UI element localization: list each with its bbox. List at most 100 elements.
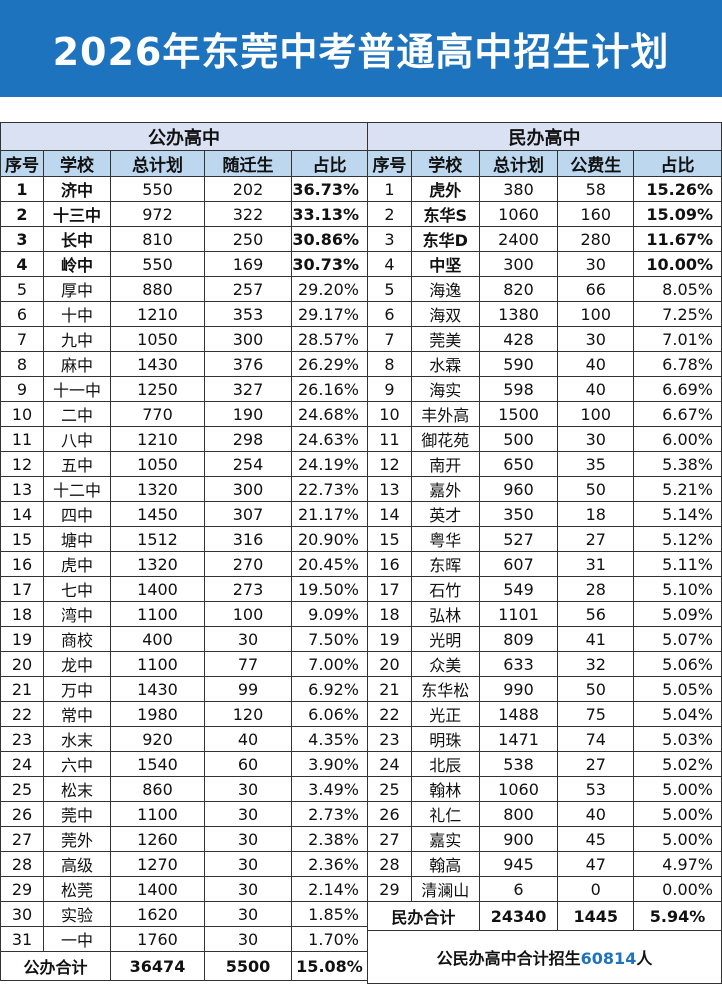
ratio: 7.25%: [633, 301, 722, 327]
quota-count: 322: [204, 201, 292, 227]
table-row: 30 实验 1620 30 1.85%: [0, 901, 368, 927]
total-plan: 1540: [110, 751, 205, 777]
grand-total-summary: 公民办高中合计招生60814人: [367, 930, 722, 984]
school-name: 松末: [43, 776, 111, 802]
school-name: 岭中: [43, 251, 111, 277]
row-index: 19: [0, 626, 44, 652]
school-name: 翰林: [410, 776, 480, 802]
row-index: 29: [367, 876, 412, 902]
row-index: 26: [367, 801, 412, 827]
table-row: 16 虎中 1320 270 20.45%: [0, 551, 368, 577]
quota-count: 30: [204, 851, 292, 877]
col-header-school: 学校: [43, 150, 111, 177]
ratio: 22.73%: [291, 476, 368, 502]
table-row: 4 岭中 550 169 30.73%: [0, 251, 368, 277]
row-index: 27: [367, 826, 412, 852]
private-total-label: 民办合计: [367, 901, 480, 931]
ratio: 4.35%: [291, 726, 368, 752]
quota-count: 30: [557, 251, 635, 277]
ratio: 5.06%: [633, 651, 722, 677]
public-total-migrant: 5500: [204, 951, 292, 981]
quota-count: 30: [204, 926, 292, 952]
table-row: 7 九中 1050 300 28.57%: [0, 326, 368, 352]
row-index: 1: [367, 176, 412, 202]
quota-count: 30: [204, 876, 292, 902]
ratio: 33.13%: [291, 201, 368, 227]
school-name: 丰外高: [410, 401, 480, 427]
total-plan: 1488: [478, 701, 559, 727]
school-name: 中坚: [410, 251, 480, 277]
table-row: 24 北辰 538 27 5.02%: [367, 751, 722, 777]
quota-count: 74: [557, 726, 635, 752]
quota-count: 307: [204, 501, 292, 527]
ratio: 5.02%: [633, 751, 722, 777]
row-index: 3: [0, 226, 44, 252]
table-row: 29 清澜山 6 0 0.00%: [367, 876, 722, 902]
row-index: 14: [0, 501, 44, 527]
table-row: 20 众美 633 32 5.06%: [367, 651, 722, 677]
table-row: 10 二中 770 190 24.68%: [0, 401, 368, 427]
table-row: 11 八中 1210 298 24.63%: [0, 426, 368, 452]
quota-count: 0: [557, 876, 635, 902]
total-plan: 549: [478, 576, 559, 602]
school-name: 清澜山: [410, 876, 480, 902]
quota-count: 77: [204, 651, 292, 677]
quota-count: 60: [204, 751, 292, 777]
ratio: 5.14%: [633, 501, 722, 527]
quota-count: 18: [557, 501, 635, 527]
table-row: 26 莞中 1100 30 2.73%: [0, 801, 368, 827]
school-name: 海逸: [410, 276, 480, 302]
school-name: 弘林: [410, 601, 480, 627]
ratio: 6.67%: [633, 401, 722, 427]
total-plan: 770: [110, 401, 205, 427]
quota-count: 35: [557, 451, 635, 477]
ratio: 5.10%: [633, 576, 722, 602]
quota-count: 30: [204, 776, 292, 802]
school-name: 虎中: [43, 551, 111, 577]
quota-count: 27: [557, 751, 635, 777]
ratio: 6.06%: [291, 701, 368, 727]
row-index: 25: [367, 776, 412, 802]
table-row: 8 水霖 590 40 6.78%: [367, 351, 722, 377]
table-row: 16 东晖 607 31 5.11%: [367, 551, 722, 577]
school-name: 十中: [43, 301, 111, 327]
school-name: 北辰: [410, 751, 480, 777]
table-row: 31 一中 1760 30 1.70%: [0, 926, 368, 952]
row-index: 16: [0, 551, 44, 577]
ratio: 7.50%: [291, 626, 368, 652]
row-index: 21: [0, 676, 44, 702]
ratio: 36.73%: [291, 176, 368, 202]
table-row: 28 翰高 945 47 4.97%: [367, 851, 722, 877]
school-name: 麻中: [43, 351, 111, 377]
col-header-public-funded: 公费生: [557, 150, 635, 177]
ratio: 2.73%: [291, 801, 368, 827]
row-index: 9: [367, 376, 412, 402]
table-row: 22 常中 1980 120 6.06%: [0, 701, 368, 727]
quota-count: 353: [204, 301, 292, 327]
ratio: 26.29%: [291, 351, 368, 377]
school-name: 虎外: [410, 176, 480, 202]
school-name: 石竹: [410, 576, 480, 602]
table-row: 20 龙中 1100 77 7.00%: [0, 651, 368, 677]
row-index: 6: [0, 301, 44, 327]
table-row: 19 商校 400 30 7.50%: [0, 626, 368, 652]
school-name: 商校: [43, 626, 111, 652]
total-plan: 1100: [110, 601, 205, 627]
total-plan: 1471: [478, 726, 559, 752]
ratio: 29.20%: [291, 276, 368, 302]
total-plan: 1320: [110, 551, 205, 577]
table-row: 18 弘林 1101 56 5.09%: [367, 601, 722, 627]
quota-count: 376: [204, 351, 292, 377]
ratio: 8.05%: [633, 276, 722, 302]
school-name: 十三中: [43, 201, 111, 227]
row-index: 27: [0, 826, 44, 852]
public-total-label: 公办合计: [0, 951, 111, 981]
table-row: 14 英才 350 18 5.14%: [367, 501, 722, 527]
total-plan: 1210: [110, 301, 205, 327]
quota-count: 257: [204, 276, 292, 302]
quota-count: 250: [204, 226, 292, 252]
table-row: 21 万中 1430 99 6.92%: [0, 676, 368, 702]
table-row: 6 十中 1210 353 29.17%: [0, 301, 368, 327]
private-group-header-row: 民办高中: [367, 122, 722, 151]
school-name: 英才: [410, 501, 480, 527]
